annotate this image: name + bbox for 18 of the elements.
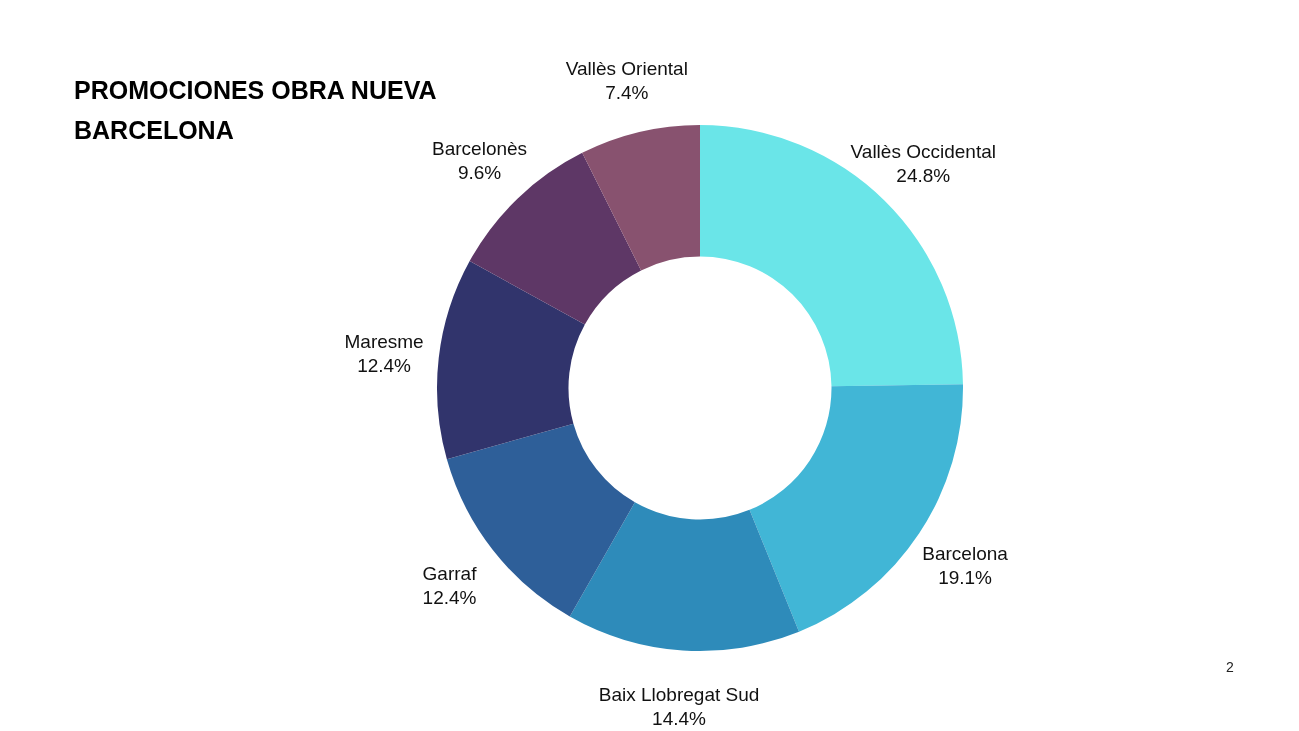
data-label: 9.6%	[457, 161, 502, 183]
slice-label: Garraf	[422, 562, 478, 584]
slice-label: Baix Llobregat Sud	[598, 684, 760, 706]
donut-slice	[582, 125, 700, 271]
donut-slice	[569, 502, 800, 651]
slice-label: Vallès Oriental	[565, 57, 688, 79]
data-label: 14.4%	[652, 708, 707, 730]
slice-label: Barcelona	[922, 542, 1009, 564]
data-label: 19.1%	[938, 566, 993, 588]
data-label: 24.8%	[896, 164, 951, 186]
text: 2	[1226, 659, 1235, 675]
donut-slice	[437, 261, 585, 460]
data-label: 12.4%	[422, 586, 477, 608]
slice-label: Maresme	[344, 330, 424, 352]
data-label: 12.4%	[357, 354, 412, 376]
slice-label: Barcelonès	[432, 137, 528, 159]
slice-label: Vallès Occidental	[850, 140, 996, 162]
data-label: 7.4%	[605, 81, 649, 103]
